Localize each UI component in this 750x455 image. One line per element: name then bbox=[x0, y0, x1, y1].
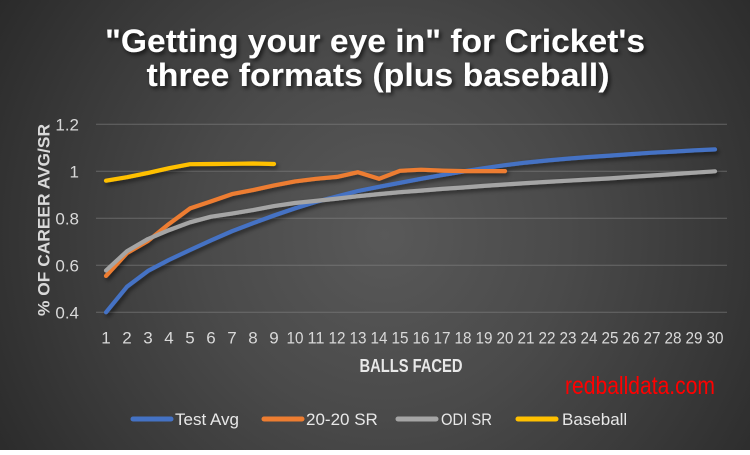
svg-text:1: 1 bbox=[101, 329, 110, 348]
svg-text:ODI SR: ODI SR bbox=[441, 410, 492, 429]
svg-text:11: 11 bbox=[308, 329, 325, 348]
svg-text:Test Avg: Test Avg bbox=[175, 410, 239, 429]
svg-text:20: 20 bbox=[497, 329, 514, 348]
svg-text:28: 28 bbox=[665, 329, 682, 348]
svg-text:24: 24 bbox=[581, 329, 598, 348]
svg-text:25: 25 bbox=[602, 329, 619, 348]
svg-text:3: 3 bbox=[143, 329, 152, 348]
svg-text:Baseball: Baseball bbox=[562, 410, 627, 429]
svg-text:21: 21 bbox=[518, 329, 535, 348]
svg-text:23: 23 bbox=[560, 329, 577, 348]
svg-text:redballdata.com: redballdata.com bbox=[565, 372, 715, 400]
svg-text:26: 26 bbox=[623, 329, 640, 348]
svg-text:% OF CAREER AVG/SR: % OF CAREER AVG/SR bbox=[35, 124, 54, 316]
svg-text:7: 7 bbox=[227, 329, 236, 348]
svg-text:17: 17 bbox=[434, 329, 451, 348]
svg-text:1.2: 1.2 bbox=[55, 115, 79, 134]
svg-text:0.8: 0.8 bbox=[55, 209, 79, 228]
svg-text:13: 13 bbox=[350, 329, 367, 348]
svg-text:16: 16 bbox=[413, 329, 430, 348]
svg-text:19: 19 bbox=[476, 329, 493, 348]
svg-text:2: 2 bbox=[122, 329, 131, 348]
svg-text:29: 29 bbox=[686, 329, 703, 348]
svg-text:27: 27 bbox=[644, 329, 661, 348]
svg-text:0.6: 0.6 bbox=[55, 256, 79, 275]
svg-text:"Getting your eye in" for Cric: "Getting your eye in" for Cricket's bbox=[105, 23, 645, 59]
svg-text:15: 15 bbox=[392, 329, 409, 348]
svg-text:22: 22 bbox=[539, 329, 556, 348]
svg-text:5: 5 bbox=[185, 329, 194, 348]
svg-text:three formats (plus baseball): three formats (plus baseball) bbox=[147, 57, 610, 93]
svg-text:0.4: 0.4 bbox=[55, 303, 79, 322]
svg-text:12: 12 bbox=[329, 329, 346, 348]
svg-text:4: 4 bbox=[164, 329, 173, 348]
svg-text:8: 8 bbox=[248, 329, 257, 348]
svg-text:20-20 SR: 20-20 SR bbox=[306, 410, 378, 429]
svg-text:30: 30 bbox=[707, 329, 724, 348]
svg-text:9: 9 bbox=[269, 329, 278, 348]
svg-text:18: 18 bbox=[455, 329, 472, 348]
svg-text:6: 6 bbox=[206, 329, 215, 348]
svg-text:BALLS FACED: BALLS FACED bbox=[360, 356, 463, 376]
svg-text:1: 1 bbox=[70, 162, 79, 181]
svg-text:10: 10 bbox=[287, 329, 304, 348]
svg-text:14: 14 bbox=[371, 329, 388, 348]
